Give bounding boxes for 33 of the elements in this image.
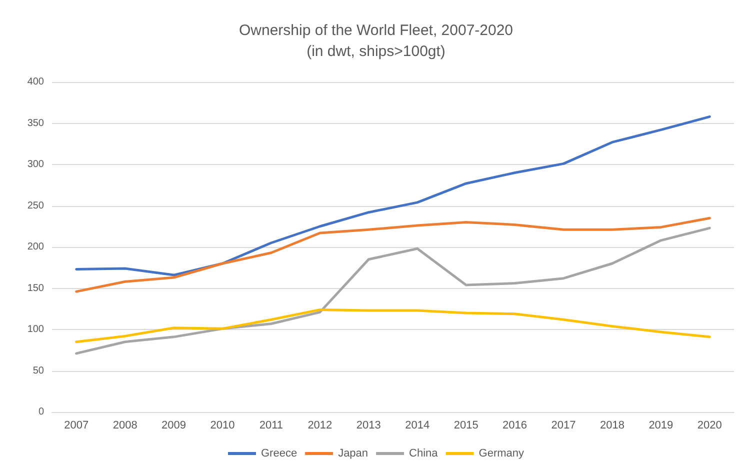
y-tick-label: 0 <box>38 406 44 418</box>
chart-title: Ownership of the World Fleet, 2007-2020 <box>238 22 514 39</box>
y-tick-label: 250 <box>27 200 44 212</box>
x-tick-label: 2017 <box>551 420 576 432</box>
x-tick-label: 2014 <box>405 420 430 432</box>
x-tick-label: 2008 <box>112 420 138 432</box>
y-tick-label: 400 <box>27 76 44 88</box>
legend-label: Greece <box>260 448 298 460</box>
legend-label: China <box>409 448 439 460</box>
legend-label: Germany <box>478 448 525 460</box>
x-tick-label: 2020 <box>697 420 722 432</box>
y-tick-label: 200 <box>27 242 44 252</box>
x-tick-label: 2016 <box>502 420 528 432</box>
y-tick-label: 300 <box>27 159 44 170</box>
y-tick-label: 50 <box>32 365 44 376</box>
x-tick-label: 2007 <box>64 420 89 432</box>
chart-subtitle: (in dwt, ships>100gt) <box>306 43 446 60</box>
legend-label: Japan <box>338 448 368 460</box>
y-tick-label: 150 <box>27 282 44 294</box>
x-tick-label: 2009 <box>162 420 186 432</box>
y-tick-label: 350 <box>27 118 44 129</box>
x-tick-label: 2013 <box>356 420 381 432</box>
x-tick-label: 2011 <box>259 420 284 432</box>
line-series <box>75 115 711 276</box>
y-tick-label: 100 <box>27 324 44 335</box>
x-tick-label: 2012 <box>308 420 332 432</box>
x-tick-label: 2018 <box>600 420 624 432</box>
x-tick-label: 2010 <box>210 420 235 432</box>
x-tick-label: 2015 <box>454 420 478 432</box>
line-series <box>75 226 711 355</box>
line-series <box>75 216 711 293</box>
line-series <box>75 308 711 344</box>
x-tick-label: 2019 <box>648 420 674 432</box>
